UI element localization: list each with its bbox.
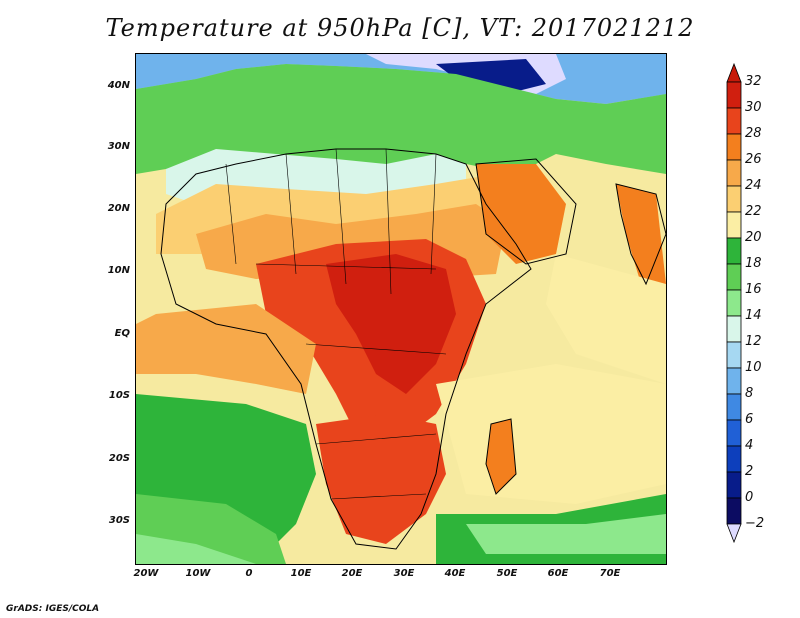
lat-label-20s: 20S <box>108 453 130 464</box>
lon-label-20w: 20W <box>133 568 159 579</box>
legend-swatch <box>726 159 742 187</box>
lon-label-20e: 20E <box>341 568 363 579</box>
lon-label-50e: 50E <box>496 568 518 579</box>
legend-swatch <box>726 107 742 135</box>
region-south-indian-warm <box>436 364 666 504</box>
legend-level-label: 26 <box>745 152 762 167</box>
lat-label-eq: EQ <box>114 328 130 339</box>
legend-level-label: 6 <box>745 412 754 427</box>
legend-level-label: 30 <box>745 100 762 115</box>
legend-swatch <box>726 497 742 525</box>
credit-text: GrADS: IGES/COLA <box>6 604 100 614</box>
region-madagascar-hot <box>486 419 516 494</box>
lon-label-60e: 60E <box>547 568 569 579</box>
africa-coastline <box>160 148 532 550</box>
lat-label-10s: 10S <box>108 390 130 401</box>
legend-level-label: 22 <box>745 204 762 219</box>
temperature-map <box>136 54 666 564</box>
country-borders <box>225 148 447 500</box>
legend-swatch <box>726 263 742 291</box>
lat-label-20n: 20N <box>107 203 130 214</box>
madagascar-coastline <box>485 418 517 495</box>
legend-swatch <box>726 393 742 421</box>
legend-swatch <box>726 289 742 317</box>
region-central-africa-peak <box>326 254 456 394</box>
legend-level-label: −2 <box>745 516 765 531</box>
legend-level-label: 18 <box>745 256 762 271</box>
legend-swatch <box>726 445 742 473</box>
legend-swatch <box>726 211 742 239</box>
lon-label-40e: 40E <box>444 568 466 579</box>
lat-label-10n: 10N <box>107 265 130 276</box>
legend-level-label: 0 <box>745 490 754 505</box>
legend-swatch <box>726 133 742 161</box>
lon-label-0: 0 <box>245 568 253 579</box>
legend-over-arrow <box>726 62 742 83</box>
legend-level-label: 8 <box>745 386 754 401</box>
legend-level-label: 14 <box>745 308 762 323</box>
legend-level-label: 4 <box>745 438 754 453</box>
region-south-indian-light <box>466 514 666 554</box>
region-arabian-sea-warm <box>546 254 666 384</box>
color-legend: 32 30 28 26 24 22 20 18 16 14 12 10 8 6 4 2 0 −2 <box>723 60 783 580</box>
region-south-atlantic-cold <box>136 534 256 564</box>
region-india-hot <box>616 184 666 284</box>
lon-label-70e: 70E <box>599 568 621 579</box>
legend-swatch <box>726 185 742 213</box>
map-panel <box>135 53 667 565</box>
legend-swatch <box>726 419 742 447</box>
lon-label-10w: 10W <box>185 568 211 579</box>
region-gulf-guinea <box>136 304 316 394</box>
legend-swatch <box>726 81 742 109</box>
legend-level-label: 24 <box>745 178 762 193</box>
page-title: Temperature at 950hPa [C], VT: 201702121… <box>105 14 695 42</box>
legend-level-label: 32 <box>745 74 762 89</box>
india-coastline <box>615 183 666 286</box>
region-arabia-hot <box>476 164 566 264</box>
region-southern-africa-hot <box>316 414 446 544</box>
legend-swatch <box>726 367 742 395</box>
legend-swatch <box>726 315 742 343</box>
legend-swatch <box>726 341 742 369</box>
legend-under-arrow <box>726 523 742 544</box>
lon-label-10e: 10E <box>290 568 312 579</box>
legend-colorbar <box>726 62 742 544</box>
legend-level-label: 12 <box>745 334 762 349</box>
arabia-coastline <box>475 158 577 265</box>
legend-level-label: 2 <box>745 464 754 479</box>
lat-label-30s: 30S <box>108 515 130 526</box>
legend-level-label: 28 <box>745 126 762 141</box>
lon-label-30e: 30E <box>393 568 415 579</box>
legend-level-label: 20 <box>745 230 762 245</box>
legend-level-label: 16 <box>745 282 762 297</box>
legend-level-label: 10 <box>745 360 762 375</box>
legend-swatch <box>726 237 742 265</box>
region-blacksea-dark <box>436 59 546 94</box>
lat-label-30n: 30N <box>107 141 130 152</box>
legend-swatch <box>726 471 742 499</box>
lat-label-40n: 40N <box>107 80 130 91</box>
